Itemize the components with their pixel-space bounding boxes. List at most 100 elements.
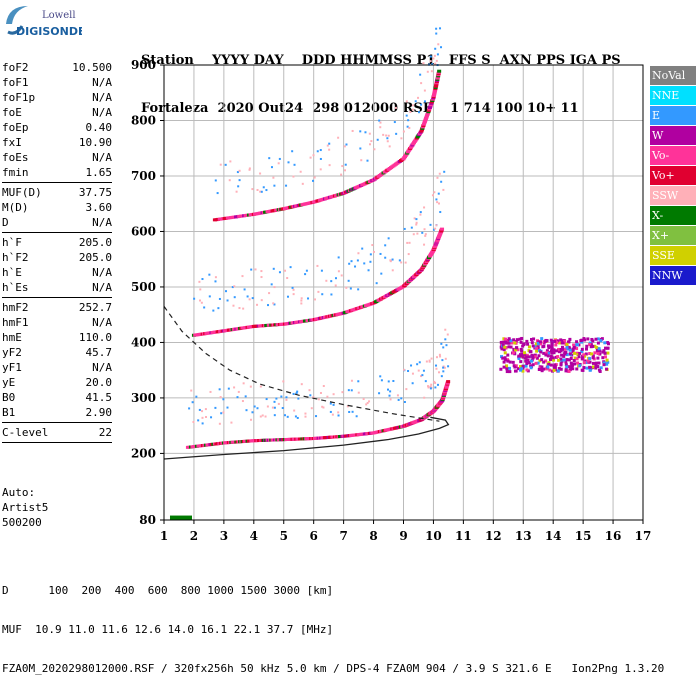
echo-mark: [242, 382, 245, 385]
param-separator: [2, 232, 112, 233]
echo-mark: [275, 397, 278, 400]
echo-mark: [214, 276, 217, 279]
spread-echo: [501, 343, 505, 347]
spread-echo: [582, 361, 586, 365]
x-tick-label: 2: [190, 529, 198, 543]
spread-echo: [599, 366, 603, 370]
spread-echo: [545, 349, 549, 353]
echo-mark: [387, 237, 390, 240]
spread-echo: [503, 337, 507, 341]
spread-echo: [528, 350, 532, 354]
spread-echo: [584, 352, 588, 356]
param-value: 2.90: [85, 406, 113, 419]
spread-echo: [569, 357, 573, 361]
echo-mark: [304, 273, 307, 276]
spread-echo: [502, 348, 506, 352]
spread-echo: [594, 363, 598, 367]
param-row: h`Es N/A: [2, 280, 112, 295]
electron-density-profiles: [163, 306, 450, 460]
spread-echo: [591, 356, 595, 360]
y-tick-label: 600: [131, 224, 156, 238]
echo-mark: [285, 396, 288, 399]
echo-traces: [185, 27, 451, 449]
echo-mark: [442, 365, 445, 368]
spread-echo: [516, 367, 520, 371]
param-row: foEs N/A: [2, 150, 112, 165]
spread-echo: [567, 345, 571, 349]
echo-mark: [326, 144, 329, 147]
echo-mark: [291, 286, 294, 289]
echo-mark: [395, 132, 398, 135]
spread-echo: [565, 342, 569, 346]
spread-echo: [543, 339, 547, 343]
param-row: C-level 22: [2, 425, 112, 440]
echo-mark: [418, 361, 421, 364]
echo-mark: [204, 415, 207, 418]
echo-mark: [348, 262, 351, 265]
echo-mark: [389, 259, 392, 262]
spread-echo: [603, 341, 607, 345]
echo-mark: [366, 159, 369, 162]
logo-swoosh-icon: [6, 6, 28, 24]
spread-echo: [560, 345, 564, 349]
echo-mark: [343, 169, 346, 172]
spread-echo: [552, 358, 556, 362]
spread-echo: [549, 345, 553, 349]
param-row: MUF(D) 37.75: [2, 185, 112, 200]
spread-echo: [507, 341, 511, 345]
echo-mark: [426, 70, 429, 73]
echo-mark: [345, 286, 348, 289]
spread-echo: [535, 356, 539, 360]
echo-mark: [405, 114, 408, 117]
spread-echo: [571, 367, 575, 371]
param-row: hmE 110.0: [2, 330, 112, 345]
echo-mark: [266, 405, 269, 408]
echo-mark: [360, 159, 363, 162]
echo-mark: [422, 62, 425, 65]
echo-mark: [427, 385, 430, 388]
echo-mark: [320, 269, 323, 272]
echo-mark: [217, 307, 220, 310]
echo-mark: [330, 280, 333, 283]
echo-mark: [433, 54, 436, 57]
echo-mark: [431, 63, 434, 66]
spread-echo: [506, 359, 510, 363]
spread-echo: [542, 360, 546, 364]
spread-echo: [548, 368, 552, 372]
spread-echo: [594, 366, 598, 370]
x-tick-label: 17: [635, 529, 652, 543]
param-name: M(D): [2, 201, 29, 214]
echo-mark: [393, 121, 396, 124]
footer-file-info: FZA0M_2020298012000.RSF / 320fx256h 50 k…: [2, 662, 665, 675]
echo-mark: [284, 269, 287, 272]
echo-mark: [286, 277, 289, 280]
spread-echo: [597, 347, 601, 351]
echo-mark: [256, 303, 259, 306]
legend-item-sse: SSE: [650, 246, 696, 265]
echo-mark: [408, 241, 411, 244]
spread-echo: [549, 358, 553, 362]
profile-curve: [163, 416, 450, 460]
x-tick-label: 3: [220, 529, 228, 543]
param-row: yF2 45.7: [2, 345, 112, 360]
spread-echo: [526, 358, 530, 362]
param-row: foEp 0.40: [2, 120, 112, 135]
echo-mark: [294, 415, 297, 418]
echo-mark: [319, 391, 322, 394]
spread-echo: [582, 366, 586, 370]
spread-echo: [508, 360, 512, 364]
echo-mark: [313, 176, 316, 179]
echo-mark: [367, 269, 370, 272]
echo-mark: [241, 400, 244, 403]
footer-distance-row: D 100 200 400 600 800 1000 1500 3000 [km…: [2, 584, 334, 597]
low-echo-mark: [169, 515, 192, 520]
echo-mark: [228, 179, 231, 182]
echo-mark: [428, 359, 431, 362]
spread-echo: [559, 363, 563, 367]
echo-mark: [417, 369, 420, 372]
spread-echo: [588, 357, 592, 361]
spread-echo: [575, 367, 579, 371]
echo-mark: [357, 380, 360, 383]
param-name: yF1: [2, 361, 22, 374]
spread-echo: [564, 360, 568, 364]
